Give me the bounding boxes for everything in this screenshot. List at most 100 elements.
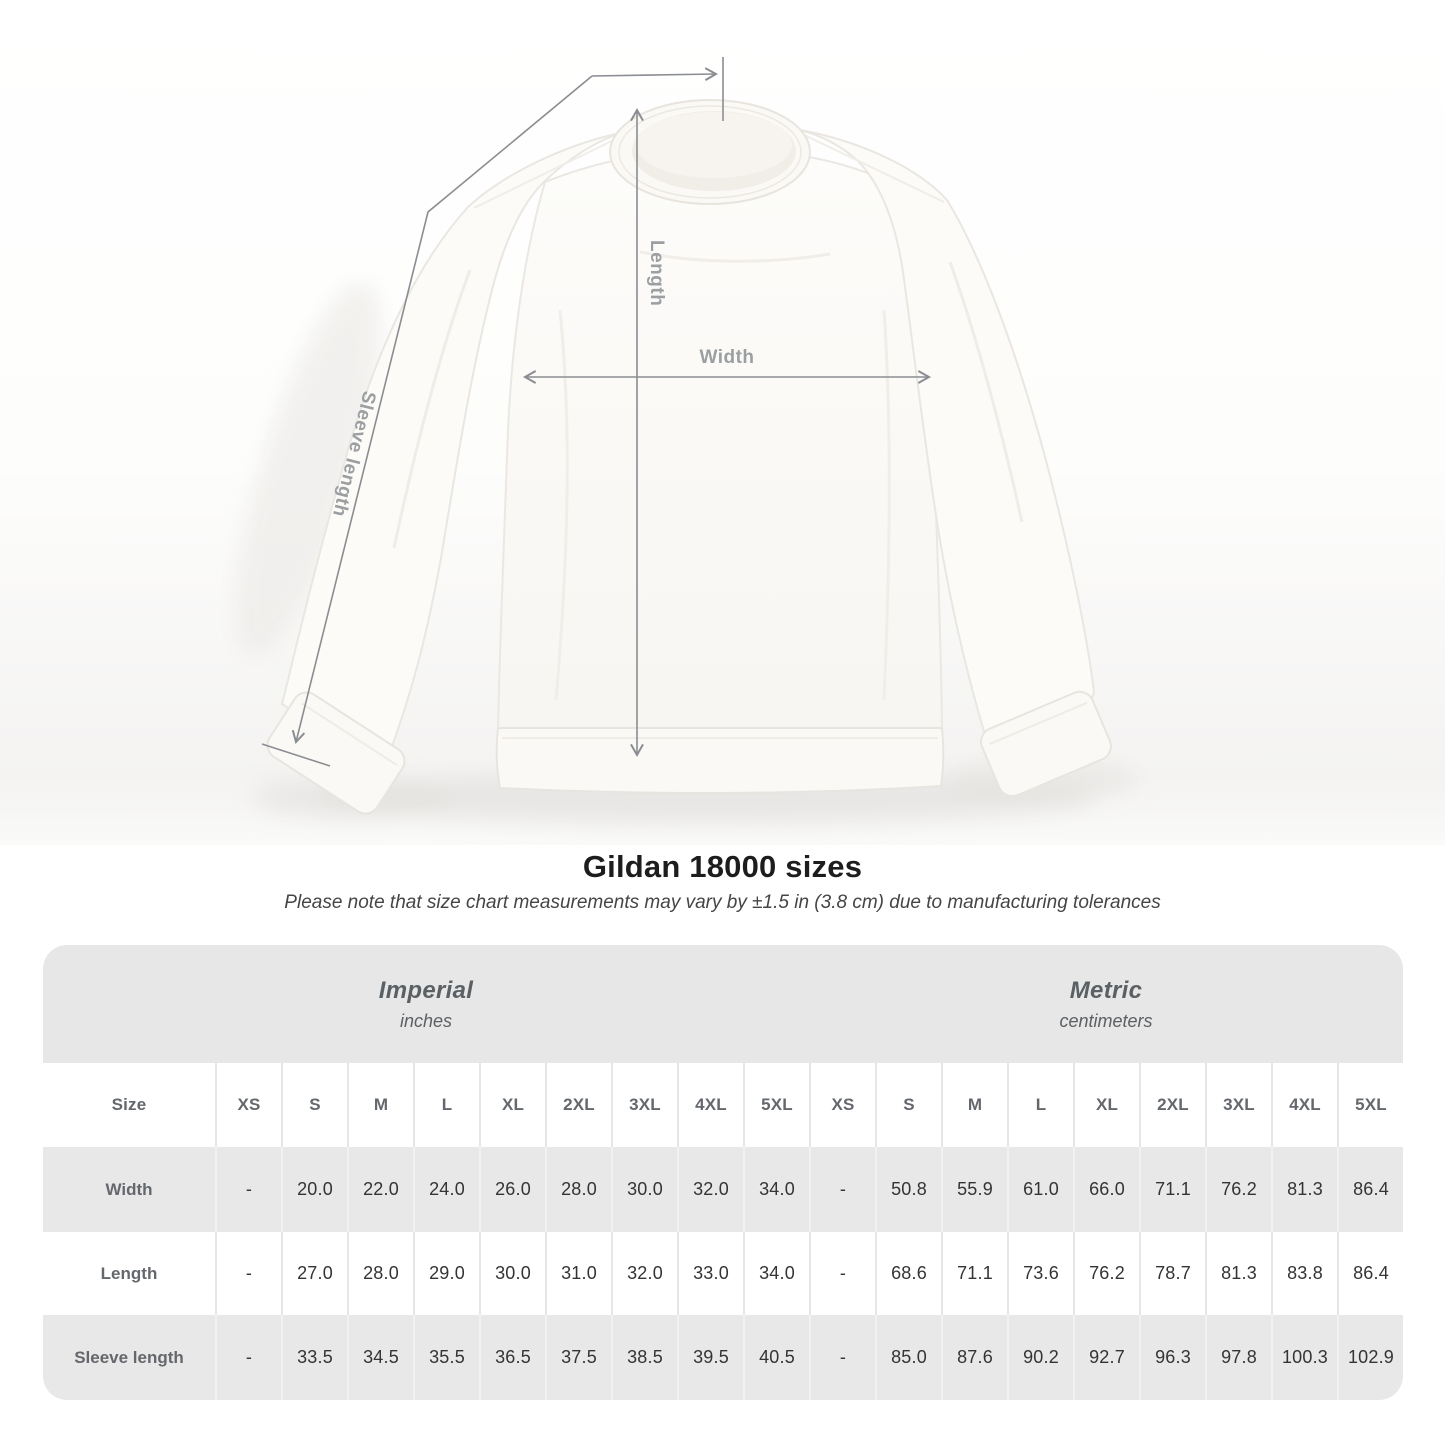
size-column-header: XS (215, 1063, 281, 1147)
metric-value-cell: 66.0 (1073, 1147, 1139, 1232)
imperial-value-cell: 30.0 (479, 1232, 545, 1315)
imperial-value-cell: - (215, 1232, 281, 1315)
size-corner-label: Size (111, 1095, 147, 1114)
size-column-header: 4XL (1271, 1063, 1337, 1147)
metric-value-cell: 85.0 (875, 1315, 941, 1400)
size-column-header: 5XL (1337, 1063, 1403, 1147)
metric-value-cell: 102.9 (1337, 1315, 1403, 1400)
imperial-value-cell: 26.0 (479, 1147, 545, 1232)
size-column-header: S (875, 1063, 941, 1147)
size-column-header: 3XL (611, 1063, 677, 1147)
imperial-value-cell: 30.0 (611, 1147, 677, 1232)
cuff-reference-tick (261, 743, 331, 767)
row-label: Length (100, 1263, 158, 1283)
imperial-value-cell: 29.0 (413, 1232, 479, 1315)
imperial-value-cell: 28.0 (545, 1147, 611, 1232)
size-column-header: 4XL (677, 1063, 743, 1147)
imperial-value-cell: 34.0 (743, 1147, 809, 1232)
imperial-value-cell: 38.5 (611, 1315, 677, 1400)
size-column-header: L (1007, 1063, 1073, 1147)
imperial-value-cell: 27.0 (281, 1232, 347, 1315)
metric-value-cell: 100.3 (1271, 1315, 1337, 1400)
imperial-value-cell: 33.0 (677, 1232, 743, 1315)
metric-value-cell: 61.0 (1007, 1147, 1073, 1232)
metric-value-cell: 81.3 (1205, 1232, 1271, 1315)
metric-value-cell: 78.7 (1139, 1232, 1205, 1315)
table-row-length: Length -27.0 28.0 29.0 30.0 31.0 32.0 33.0 34.0-… (43, 1232, 1403, 1315)
size-column-header: XL (1073, 1063, 1139, 1147)
row-label: Width (105, 1179, 153, 1199)
size-column-header: XS (809, 1063, 875, 1147)
imperial-value-cell: - (215, 1315, 281, 1400)
size-column-header: L (413, 1063, 479, 1147)
metric-value-cell: 73.6 (1007, 1232, 1073, 1315)
size-column-header: 3XL (1205, 1063, 1271, 1147)
imperial-section-title: Imperial (378, 976, 474, 1004)
imperial-section-header: Imperial inches (43, 945, 809, 1063)
metric-value-cell: 86.4 (1337, 1232, 1403, 1315)
imperial-value-cell: 34.0 (743, 1232, 809, 1315)
metric-value-cell: 90.2 (1007, 1315, 1073, 1400)
metric-value-cell: 97.8 (1205, 1315, 1271, 1400)
imperial-value-cell: 36.5 (479, 1315, 545, 1400)
metric-value-cell: 71.1 (941, 1232, 1007, 1315)
imperial-value-cell: 39.5 (677, 1315, 743, 1400)
measurement-lines (261, 57, 932, 767)
width-label: Width (699, 347, 754, 368)
table-row-width: Width -20.0 22.0 24.0 26.0 28.0 30.0 32.0 34.0-5… (43, 1147, 1403, 1232)
metric-value-cell: 71.1 (1139, 1147, 1205, 1232)
size-column-header: 5XL (743, 1063, 809, 1147)
imperial-value-cell: 37.5 (545, 1315, 611, 1400)
imperial-value-cell: - (215, 1147, 281, 1232)
imperial-value-cell: 31.0 (545, 1232, 611, 1315)
sleeve-top-arrow (591, 67, 719, 82)
imperial-value-cell: 28.0 (347, 1232, 413, 1315)
sweatshirt-illustration (266, 99, 1112, 815)
metric-value-cell: 83.8 (1271, 1232, 1337, 1315)
unit-band: Imperial inches Metric centimeters (43, 945, 1403, 1063)
imperial-value-cell: 32.0 (611, 1232, 677, 1315)
metric-section-title: Metric (1069, 976, 1143, 1004)
metric-value-cell: 68.6 (875, 1232, 941, 1315)
size-column-header: S (281, 1063, 347, 1147)
imperial-value-cell: 40.5 (743, 1315, 809, 1400)
length-label: Length (646, 240, 667, 306)
imperial-section-unit: inches (399, 1010, 453, 1031)
metric-section-header: Metric centimeters (809, 945, 1403, 1063)
size-column-header: XL (479, 1063, 545, 1147)
metric-value-cell: 92.7 (1073, 1315, 1139, 1400)
metric-value-cell: - (809, 1315, 875, 1400)
metric-value-cell: 50.8 (875, 1147, 941, 1232)
sweatshirt-measurement-diagram: Length Width Sleeve length (0, 0, 1445, 845)
imperial-value-cell: 35.5 (413, 1315, 479, 1400)
size-header-row: Size XS S M L XL 2XL 3XL 4XL 5XL XS S M L XL 2XL 3XL 4XL 5… (43, 1063, 1403, 1147)
metric-value-cell: 76.2 (1205, 1147, 1271, 1232)
page-title: Gildan 18000 sizes (582, 849, 863, 884)
metric-value-cell: - (809, 1232, 875, 1315)
table-row-sleeve-length: Sleeve length -33.5 34.5 35.5 36.5 37.5 38.5 39… (43, 1315, 1403, 1400)
imperial-value-cell: 22.0 (347, 1147, 413, 1232)
size-column-header: M (347, 1063, 413, 1147)
size-column-header: M (941, 1063, 1007, 1147)
sleeve-length-line (291, 75, 593, 744)
metric-value-cell: 96.3 (1139, 1315, 1205, 1400)
metric-value-cell: - (809, 1147, 875, 1232)
imperial-value-cell: 33.5 (281, 1315, 347, 1400)
metric-value-cell: 76.2 (1073, 1232, 1139, 1315)
imperial-value-cell: 20.0 (281, 1147, 347, 1232)
size-column-header: 2XL (1139, 1063, 1205, 1147)
size-column-header: 2XL (545, 1063, 611, 1147)
imperial-value-cell: 34.5 (347, 1315, 413, 1400)
imperial-value-cell: 24.0 (413, 1147, 479, 1232)
metric-value-cell: 55.9 (941, 1147, 1007, 1232)
metric-value-cell: 86.4 (1337, 1147, 1403, 1232)
row-label: Sleeve length (74, 1347, 184, 1367)
metric-value-cell: 87.6 (941, 1315, 1007, 1400)
size-table: Imperial inches Metric centimeters Size X… (43, 945, 1403, 1400)
metric-value-cell: 81.3 (1271, 1147, 1337, 1232)
collar (609, 99, 811, 205)
metric-section-unit: centimeters (1059, 1010, 1153, 1031)
size-table-rows: Size XS S M L XL 2XL 3XL 4XL 5XL XS S M L XL 2XL 3XL 4XL 5… (43, 1063, 1403, 1400)
tolerance-note: Please note that size chart measurements… (284, 892, 1161, 913)
